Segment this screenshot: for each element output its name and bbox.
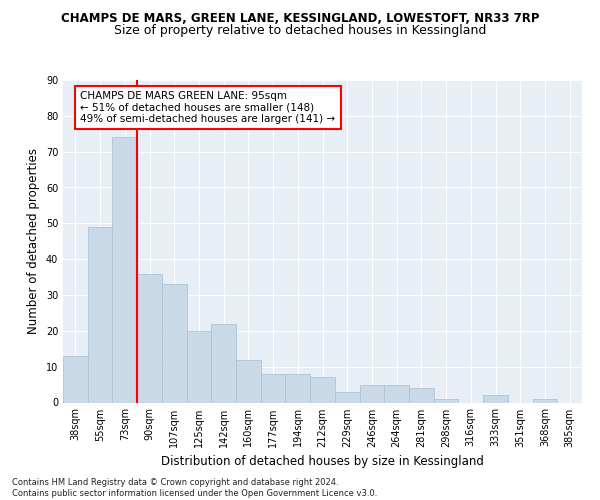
Bar	[359, 384, 384, 402]
Bar	[88, 227, 112, 402]
Text: Size of property relative to detached houses in Kessingland: Size of property relative to detached ho…	[114, 24, 486, 37]
Bar	[286, 374, 310, 402]
Bar	[310, 378, 335, 402]
Bar	[483, 396, 508, 402]
Y-axis label: Number of detached properties: Number of detached properties	[27, 148, 40, 334]
Bar	[384, 384, 409, 402]
Bar	[236, 360, 261, 403]
Bar	[137, 274, 162, 402]
Bar	[335, 392, 359, 402]
Bar	[211, 324, 236, 402]
Bar	[434, 399, 458, 402]
Bar	[112, 138, 137, 402]
Bar	[261, 374, 286, 402]
Bar	[533, 399, 557, 402]
Bar	[187, 331, 211, 402]
Text: CHAMPS DE MARS GREEN LANE: 95sqm
← 51% of detached houses are smaller (148)
49% : CHAMPS DE MARS GREEN LANE: 95sqm ← 51% o…	[80, 90, 335, 124]
Bar	[63, 356, 88, 403]
Bar	[409, 388, 434, 402]
Text: Contains HM Land Registry data © Crown copyright and database right 2024.
Contai: Contains HM Land Registry data © Crown c…	[12, 478, 377, 498]
X-axis label: Distribution of detached houses by size in Kessingland: Distribution of detached houses by size …	[161, 455, 484, 468]
Bar	[162, 284, 187, 403]
Text: CHAMPS DE MARS, GREEN LANE, KESSINGLAND, LOWESTOFT, NR33 7RP: CHAMPS DE MARS, GREEN LANE, KESSINGLAND,…	[61, 12, 539, 26]
